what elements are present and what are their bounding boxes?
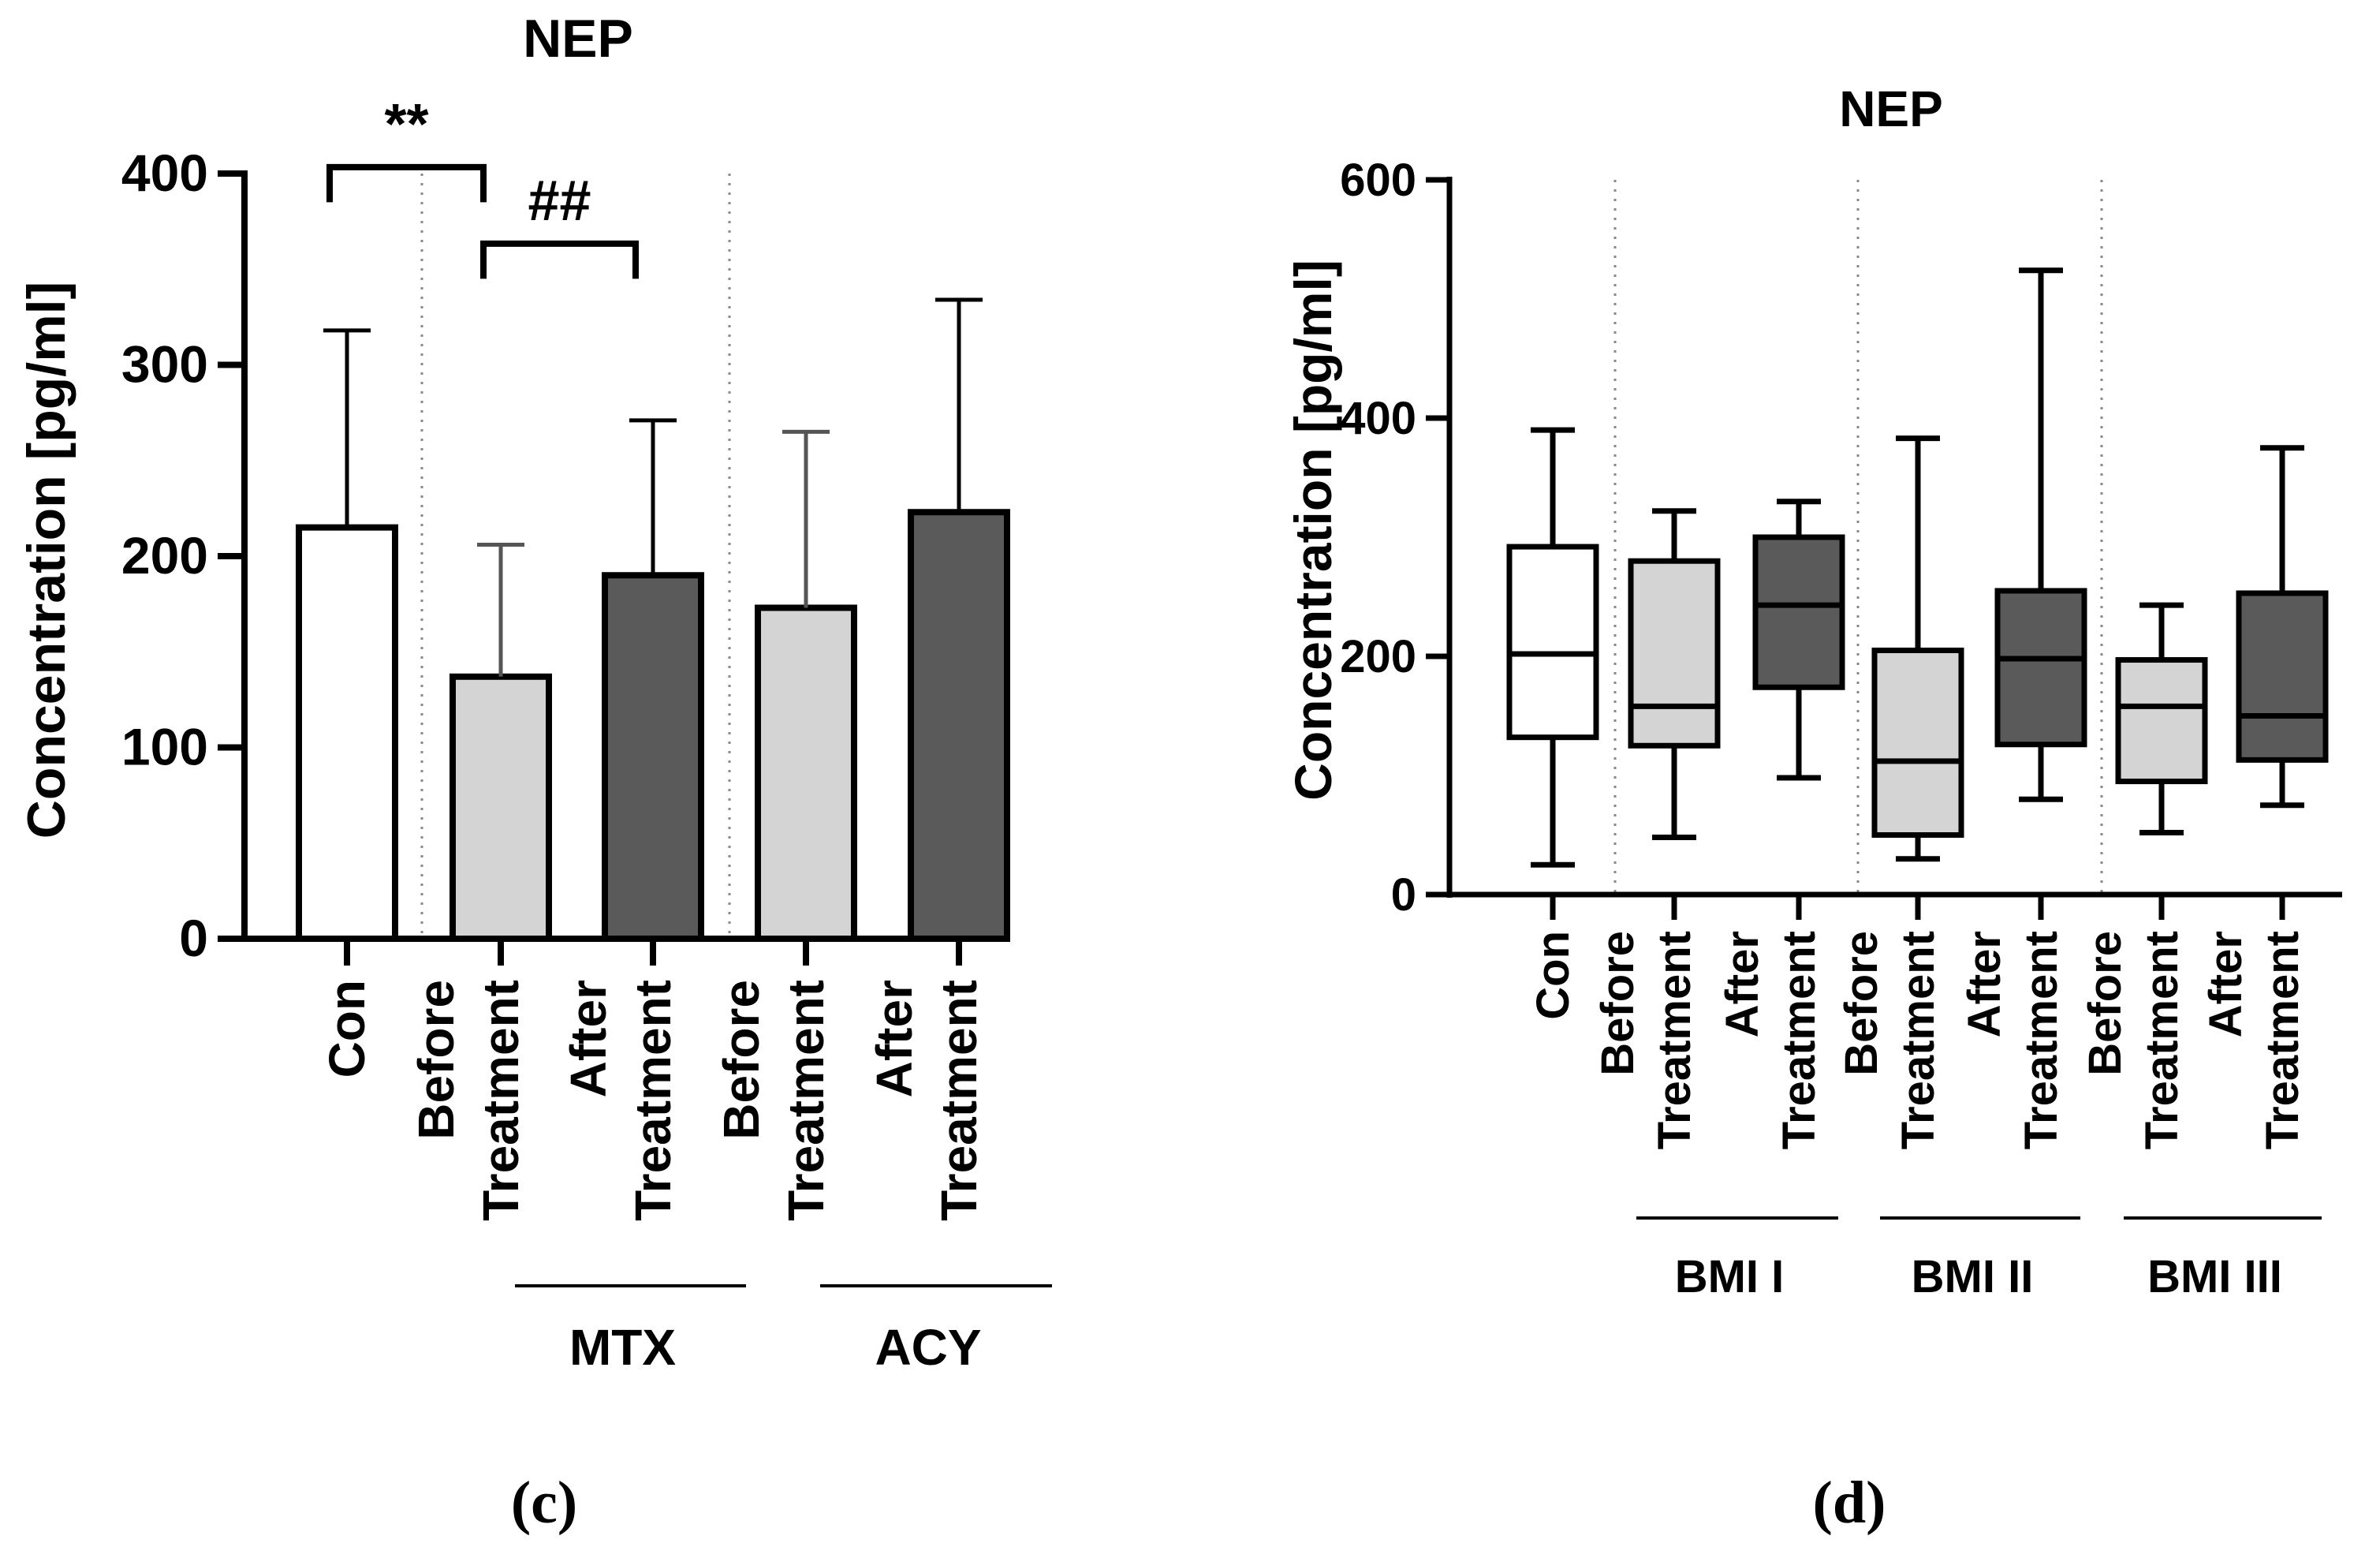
panel-d-y-tick-label: 0 <box>1391 869 1416 921</box>
panel-d-y-tick-label: 600 <box>1340 155 1416 206</box>
panel-c-group-label: MTX <box>569 1319 676 1376</box>
panel-d-x-tick-label: Treatment <box>1893 931 1944 1149</box>
panel-c-significance-label: ## <box>528 170 591 233</box>
panel-d-x-tick-label: Treatment <box>1774 931 1825 1149</box>
panel-c-bar <box>602 572 704 942</box>
panel-c-x-tick-label: Treatment <box>778 980 834 1221</box>
panel-c-x-tick-label: After <box>866 980 923 1097</box>
panel-d-box <box>1752 534 1845 690</box>
panel-d-x-tick-label: After <box>1959 931 2010 1037</box>
panel-c-bar <box>450 673 552 943</box>
panel-d-group-label: BMI III <box>2147 1251 2282 1302</box>
panel-d-y-axis-label: Concentration [pg/ml] <box>1284 260 1342 801</box>
panel-c-y-tick-label: 400 <box>121 144 208 202</box>
panel-d-group-label: BMI I <box>1675 1251 1785 1302</box>
panel-c-significance-bracket <box>480 240 639 279</box>
panel-d-y-tick-label: 400 <box>1340 393 1416 444</box>
panel-c-y-tick-label: 100 <box>121 718 208 776</box>
panel-d-x-tick-label: After <box>2200 931 2251 1037</box>
panel-c-group-label: ACY <box>875 1319 981 1376</box>
panel-c-title: NEP <box>523 9 633 69</box>
panel-c-x-tick-label: Treatment <box>625 980 681 1221</box>
panel-d-box <box>1994 588 2087 748</box>
panel-c-bar <box>755 604 857 942</box>
panel-d-box <box>1506 544 1599 741</box>
panel-d-label: (d) <box>1813 1470 1886 1536</box>
panel-c-y-tick-label: 0 <box>179 909 208 967</box>
panel-c-bar <box>296 524 398 942</box>
panel-d-x-tick-label: Con <box>1528 931 1579 1020</box>
panel-d-group-label: BMI II <box>1912 1251 2034 1302</box>
panel-d-x-tick-label: Treatment <box>2016 931 2067 1149</box>
panel-d-x-tick-label: Before <box>1592 931 1643 1076</box>
panel-c-x-tick-label: Before <box>408 980 464 1140</box>
panel-c-x-tick-label: After <box>560 980 617 1097</box>
panel-c-x-tick-label: Con <box>319 980 375 1078</box>
panel-c-x-tick-label: Treatment <box>931 980 987 1221</box>
panel-c-y-tick-label: 200 <box>121 526 208 585</box>
panel-d-x-tick-label: Treatment <box>1649 931 1700 1149</box>
panel-d-x-tick-label: Treatment <box>2136 931 2188 1149</box>
panel-c-label: (c) <box>511 1470 577 1536</box>
panel-d-y-tick-label: 200 <box>1340 631 1416 682</box>
panel-d-x-tick-label: After <box>1717 931 1768 1037</box>
panel-d-title: NEP <box>1839 80 1943 137</box>
panel-d-x-tick-label: Treatment <box>2257 931 2308 1149</box>
panel-c-bar-chart: NEP Concentration [pg/ml] 0100200300400 … <box>17 9 1052 1536</box>
panel-d-box <box>2236 590 2329 763</box>
panel-c-significance-bracket <box>326 163 487 203</box>
panel-d-box <box>1628 558 1721 749</box>
panel-c-x-tick-label: Before <box>713 980 770 1140</box>
panel-d-box <box>2115 657 2208 785</box>
panel-d-box-plot: NEP Concentration [pg/ml] 0 200 400 600 Con… <box>1284 80 2342 1536</box>
panel-d-x-tick-label: Before <box>2080 931 2131 1076</box>
panel-c-x-tick-label: Treatment <box>472 980 529 1221</box>
panel-d-x-tick-label: Before <box>1836 931 1887 1076</box>
panel-c-significance-label: ** <box>384 93 428 156</box>
panel-c-y-axis-label: Concentration [pg/ml] <box>17 282 76 839</box>
panel-d-box <box>1871 647 1964 839</box>
panel-c-y-tick-label: 300 <box>121 335 208 394</box>
panel-c-bar <box>908 509 1010 942</box>
